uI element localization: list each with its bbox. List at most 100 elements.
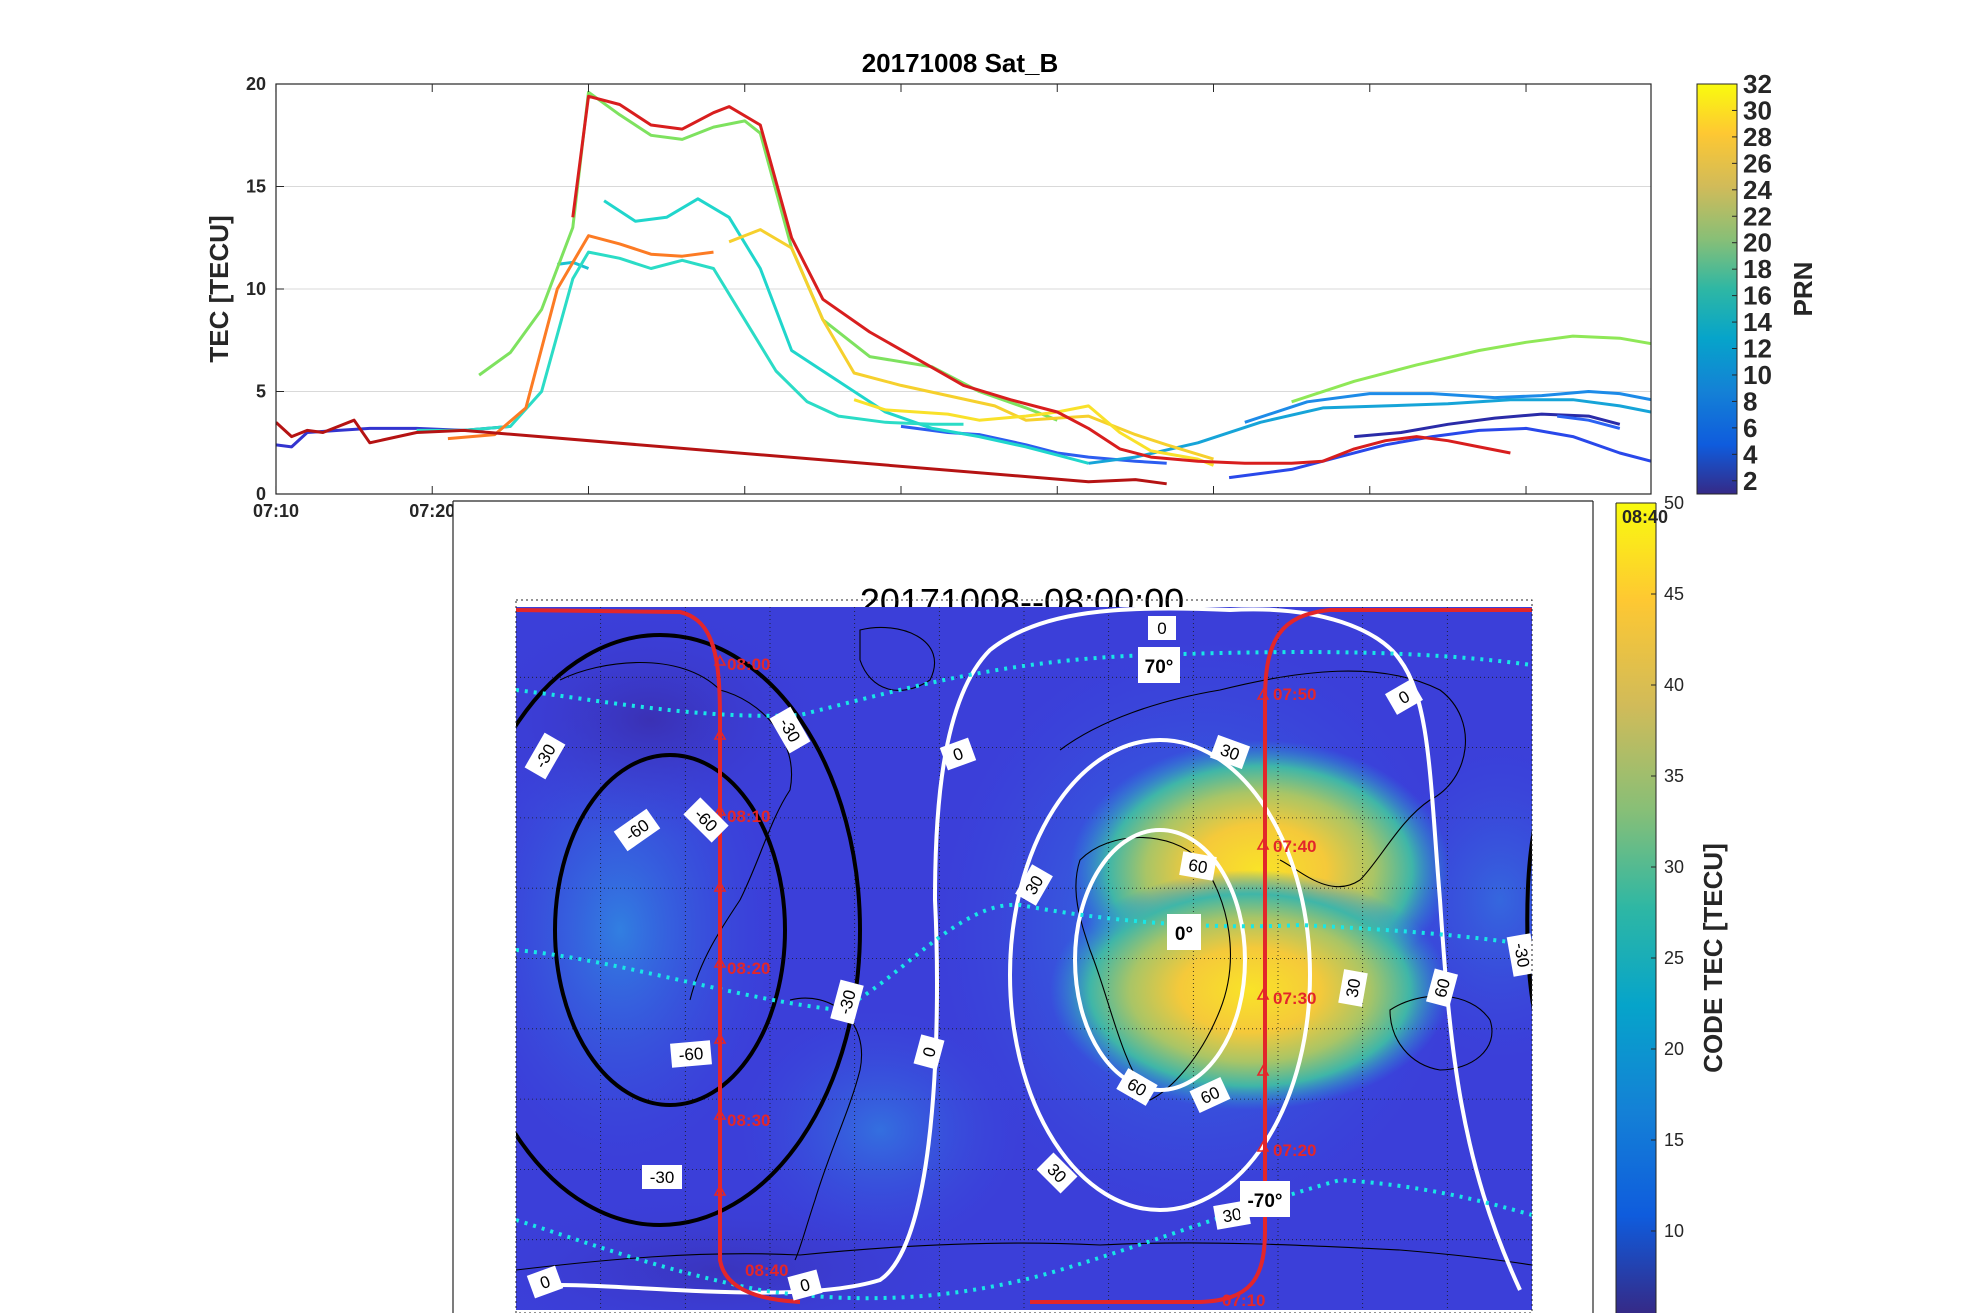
map-frame bbox=[515, 599, 1533, 1313]
prn-tick-label: 12 bbox=[1743, 334, 1772, 364]
tec-tick-label: 15 bbox=[1664, 1130, 1684, 1150]
svg-text:-70°: -70° bbox=[1247, 1191, 1282, 1212]
prn-tick-label: 8 bbox=[1743, 386, 1757, 416]
track-descending bbox=[516, 608, 801, 1304]
track-ascending bbox=[1030, 608, 1532, 1304]
series-line-prn-26 bbox=[447, 234, 714, 441]
svg-text:30: 30 bbox=[1221, 1204, 1243, 1226]
tec-map-panel: 20171008--08:00:00 bbox=[452, 493, 1728, 1313]
day-contours bbox=[559, 607, 1522, 1295]
x-tick-label: 07:20 bbox=[409, 501, 455, 521]
satellite-track bbox=[516, 608, 1532, 1304]
track-time: 08:10 bbox=[727, 807, 770, 826]
track-time: 08:20 bbox=[727, 959, 770, 978]
track-marker bbox=[1256, 1140, 1270, 1152]
magnetic-latitude-lines bbox=[516, 650, 1532, 1301]
track-time: 07:10 bbox=[1222, 1291, 1265, 1310]
terminator-zero-contour bbox=[559, 607, 1522, 1295]
prn-tick-label: 20 bbox=[1743, 228, 1772, 258]
prn-tick-label: 10 bbox=[1743, 360, 1772, 390]
x-tick-label: 07:10 bbox=[253, 501, 299, 521]
contour-plus-30 bbox=[1008, 738, 1312, 1212]
track-marker bbox=[713, 1032, 727, 1044]
tec-colorbar-ticks: 10 15 20 25 30 35 40 45 50 bbox=[1651, 493, 1684, 1241]
lat-label-0: 0° bbox=[1167, 914, 1201, 950]
track-marker bbox=[1256, 1064, 1270, 1076]
track-marker bbox=[713, 728, 727, 740]
lat-label-70: 70° bbox=[1138, 647, 1180, 683]
contour-label: 0 bbox=[1148, 616, 1176, 640]
y-axis-ticks: 0 5 10 15 20 bbox=[246, 74, 284, 504]
contour-label: -30 bbox=[1506, 933, 1532, 977]
track-marker bbox=[713, 956, 727, 968]
series-line-prn-29 bbox=[853, 398, 1215, 467]
prn-tick-label: 28 bbox=[1743, 122, 1772, 152]
track-time: 08:40 bbox=[745, 1261, 788, 1280]
contour-label: 60 bbox=[1179, 851, 1217, 881]
prn-tick-label: 30 bbox=[1743, 95, 1772, 125]
contour-label: 0 bbox=[526, 1265, 564, 1299]
prn-tick-label: 6 bbox=[1743, 413, 1757, 443]
tec-tick-label: 25 bbox=[1664, 948, 1684, 968]
track-markers bbox=[713, 654, 1270, 1196]
y-tick-label: 5 bbox=[256, 382, 266, 402]
tec-tick-label: 35 bbox=[1664, 766, 1684, 786]
prn-tick-label: 16 bbox=[1743, 281, 1772, 311]
track-marker bbox=[713, 654, 727, 666]
svg-text:60: 60 bbox=[1187, 855, 1209, 877]
contour-label: 0 bbox=[913, 1034, 945, 1070]
prn-tick-label: 4 bbox=[1743, 439, 1758, 469]
track-time-labels: 08:00 08:10 08:20 08:30 08:40 07:50 07:4… bbox=[727, 655, 1316, 1310]
track-time: 07:50 bbox=[1273, 685, 1316, 704]
prn-tick-label: 14 bbox=[1743, 307, 1772, 337]
track-marker bbox=[1256, 688, 1270, 700]
contour-label: -30 bbox=[642, 1165, 682, 1189]
prn-tick-label: 24 bbox=[1743, 175, 1772, 205]
track-marker bbox=[713, 880, 727, 892]
tec-tick-label: 10 bbox=[1664, 1221, 1684, 1241]
track-marker bbox=[713, 1108, 727, 1120]
prn-tick-label: 26 bbox=[1743, 148, 1772, 178]
track-marker bbox=[713, 1184, 727, 1196]
tec-line-chart: 07:1007:2007:3007:4007:5008:0008:1008:20… bbox=[204, 48, 1818, 521]
svg-text:0°: 0° bbox=[1175, 924, 1193, 945]
track-time: 08:00 bbox=[727, 655, 770, 674]
track-time: 07:40 bbox=[1273, 837, 1316, 856]
contour-label: 30 bbox=[1338, 969, 1368, 1007]
tec-tick-label: 40 bbox=[1664, 675, 1684, 695]
top-chart-title: 20171008 Sat_B bbox=[862, 48, 1059, 78]
prn-tick-label: 18 bbox=[1743, 254, 1772, 284]
contour-label: -60 bbox=[670, 1040, 712, 1068]
track-marker bbox=[713, 804, 727, 816]
series-line-prn-4 bbox=[1228, 426, 1651, 480]
contour-label: 60 bbox=[1189, 1076, 1231, 1114]
track-marker bbox=[1256, 988, 1270, 1000]
contour-minus-60 bbox=[553, 753, 787, 1107]
contour-label: 30 bbox=[1209, 734, 1251, 770]
y-axis-label: TEC [TECU] bbox=[204, 215, 234, 362]
tec-tick-label: 45 bbox=[1664, 584, 1684, 604]
y-gridlines bbox=[276, 186, 1651, 392]
y-tick-label: 0 bbox=[256, 484, 266, 504]
tec-tick-label: 30 bbox=[1664, 857, 1684, 877]
coast-africa bbox=[1075, 837, 1231, 1101]
series-lines bbox=[276, 90, 1651, 486]
southern-crest bbox=[1050, 870, 1450, 1110]
tec-colorbar-label: CODE TEC [TECU] bbox=[1698, 843, 1728, 1073]
contour-label: 0 bbox=[1385, 679, 1423, 715]
svg-text:70°: 70° bbox=[1145, 657, 1174, 678]
tec-colorbar bbox=[1616, 503, 1656, 1313]
series-line-prn-17 bbox=[416, 250, 964, 432]
track-time: 07:30 bbox=[1273, 989, 1316, 1008]
svg-text:60: 60 bbox=[1431, 977, 1454, 1000]
y-tick-label: 20 bbox=[246, 74, 266, 94]
coast-greenland bbox=[859, 626, 936, 691]
series-line-prn-6 bbox=[1557, 414, 1621, 430]
prn-colorbar-label: PRN bbox=[1788, 262, 1818, 317]
series-line-prn-32 bbox=[276, 418, 1167, 486]
svg-text:-60: -60 bbox=[678, 1044, 704, 1065]
coast-north-america bbox=[559, 661, 792, 1001]
prn-tick-label: 22 bbox=[1743, 201, 1772, 231]
